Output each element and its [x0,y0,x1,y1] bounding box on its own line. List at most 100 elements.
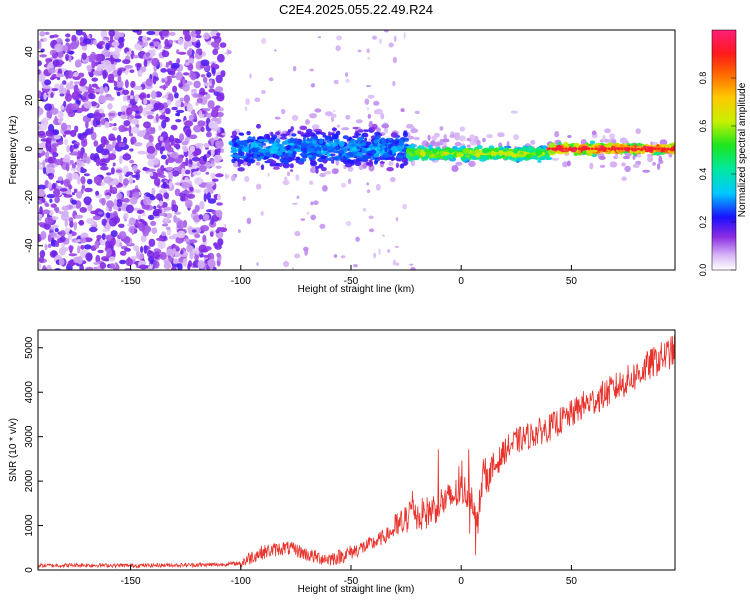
spectrogram-cell [58,258,65,266]
spectrogram-cell [161,146,165,152]
spectrogram-cell [455,161,463,166]
spectrogram-cell [332,149,338,153]
spectrogram-cell [659,139,668,146]
snr-y-tick-label: 1000 [24,514,35,537]
spectrogram-cell [54,43,63,53]
spectrogram-cell [66,145,70,153]
spectrogram-cell [123,120,131,127]
spectrogram-cell [107,153,117,161]
spectrogram-cell [340,255,346,259]
spectrogram-cell [309,167,317,174]
spectrogram-cell [527,153,534,158]
spectrogram-cell [621,176,627,181]
spectrogram-cell [46,109,52,118]
spectrogram-cell [138,264,148,270]
spectrogram-cell [310,160,318,167]
spectrogram-cell [388,161,394,166]
spectrogram-cell [44,31,50,35]
spectrogram-cell [158,174,166,178]
spectrogram-cell [367,113,371,119]
spectrogram-cell [52,129,60,136]
snr-y-tick-label: 5000 [24,336,35,359]
spectrogram-cell [91,77,98,82]
spectrogram-cell [408,135,414,140]
spectrogram-cell [287,171,290,177]
spectrogram-cell [200,126,205,133]
spectrogram-cell [113,198,118,207]
spectrogram-cell [94,53,103,62]
spectrogram-cell [322,185,328,192]
spectrogram-cell [208,88,215,93]
spectrogram-cell [172,85,178,93]
spectrogram-cell [299,125,308,131]
spectrogram-cell [56,38,63,43]
spectrogram-cell [106,247,112,257]
spectrogram-cell [324,171,332,175]
spectrogram-cell [110,167,115,175]
spectrogram-cell [210,149,215,157]
spectrogram-cell [442,138,450,143]
spectrogram-cell [272,147,278,153]
spectrogram-cell [557,147,561,151]
spectrogram-cell [309,113,317,119]
spectrogram-cell [153,260,160,269]
spectrogram-cell [274,116,281,120]
spectrogram-cell [214,244,222,250]
spectrogram-cell [59,188,68,192]
spectrogram-cell [186,103,194,113]
spectrogram-cell [77,245,81,254]
spectrogram-cell [252,136,256,140]
spectrogram-cell [268,139,275,144]
spectrogram-cell [124,79,129,89]
spectrogram-y-ticks: -40 -20 0 20 40 [24,46,43,253]
spectrogram-cell [376,127,381,133]
spectrogram-cell [120,113,127,120]
spectrogram-cell [246,217,252,225]
spectrogram-cell [140,234,147,243]
spectrogram-cell [510,157,515,161]
spectrogram-cell [116,199,123,208]
spectrogram-cell [187,57,195,65]
spectrogram-cell [275,162,280,167]
spectrogram-cell [43,92,47,100]
spectrogram-cell [469,134,476,141]
spectrogram-frame [37,29,676,271]
spectrogram-cell [175,71,183,81]
spectrogram-cell [454,141,462,147]
spectrogram-cell [150,90,157,100]
spectrogram-cell [220,70,226,78]
spectrogram-cell [54,227,59,233]
spectrogram-cell [58,247,66,256]
spectrogram-cell [161,30,169,37]
spectrogram-cell [190,30,197,37]
spectrogram-cell [214,156,221,164]
spectrogram-cell [288,158,297,161]
spectrogram-cell [115,80,124,89]
spectrogram-cell [132,55,140,59]
spectrogram-cell [384,30,389,33]
spectrogram-y-label: Frequency (Hz) [8,116,19,185]
spectrogram-cell [147,168,156,172]
spectrogram-cell [39,54,48,58]
spectrogram-cell [108,256,116,262]
spectrogram-cell [122,198,130,203]
spectrogram-cell [54,196,60,204]
spectrogram-cell [106,200,114,209]
spectrogram-cell [337,149,345,155]
spectrogram-cell [255,161,261,166]
spectrogram-cell [171,106,178,111]
spectrogram-cell [373,153,380,158]
spectrogram-cell [44,79,52,86]
spectrogram-cell [303,148,308,154]
spectrogram-cell [53,134,61,140]
spectrogram-cell [39,206,43,215]
spectrogram-cell [510,110,518,114]
spectrogram-cell [402,131,408,138]
spectrogram-cell [398,140,405,146]
spectrogram-cell [280,158,289,165]
spectrogram-cell [231,130,237,137]
spectrogram-cell [79,207,88,213]
spectrogram-cell [49,198,53,203]
spectrogram-cell [570,147,575,151]
